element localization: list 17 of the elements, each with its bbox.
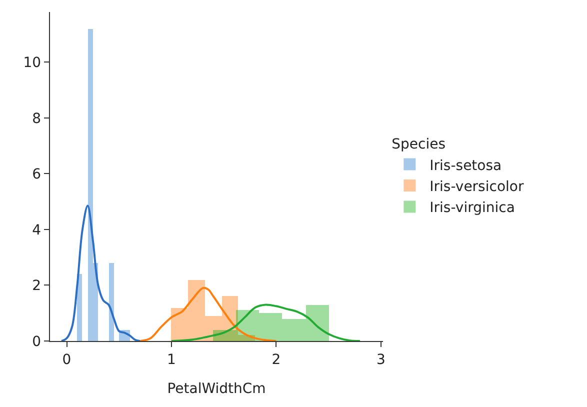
y-tick-label: 6 (32, 166, 42, 183)
y-tick-label: 8 (32, 110, 42, 127)
legend-title: Species (392, 136, 446, 153)
y-tick-label: 0 (32, 334, 42, 350)
y-tick-label: 10 (23, 55, 42, 72)
legend-label: Iris-setosa (430, 158, 502, 174)
line-series (60, 204, 142, 341)
y-tick-label: 2 (32, 278, 42, 294)
legend-label: Iris-virginica (430, 200, 515, 216)
y-tick-label: 4 (32, 222, 42, 238)
x-axis-title: PetalWidthCm (167, 381, 266, 398)
legend-label: Iris-versicolor (430, 178, 524, 195)
x-tick-label: 2 (272, 352, 281, 368)
line-series (170, 304, 361, 341)
x-tick-label: 1 (167, 352, 176, 368)
x-tick-label: 0 (62, 352, 72, 368)
x-tick-label: 3 (376, 352, 386, 368)
